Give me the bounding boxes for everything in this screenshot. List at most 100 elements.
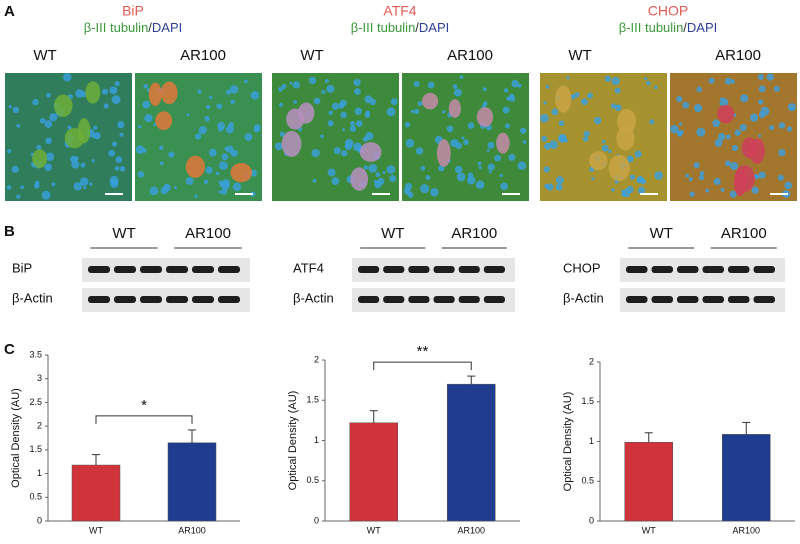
cell-body <box>148 82 162 106</box>
y-tick-label: 0 <box>37 515 42 525</box>
y-tick-label: 0.5 <box>29 492 42 502</box>
nucleus <box>279 131 285 137</box>
nucleus <box>197 89 202 94</box>
nucleus <box>564 138 568 143</box>
nucleus <box>203 179 209 185</box>
nucleus <box>696 86 703 93</box>
nucleus <box>734 129 741 136</box>
nucleus <box>198 126 207 135</box>
nucleus <box>463 139 469 146</box>
band <box>702 296 724 303</box>
stain-part: / <box>415 20 419 35</box>
nucleus <box>720 187 725 192</box>
band <box>166 296 188 303</box>
nucleus <box>610 103 617 109</box>
nucleus <box>678 122 683 126</box>
panel-label: A <box>4 3 15 20</box>
nucleus <box>111 141 118 147</box>
band <box>483 296 505 303</box>
nucleus <box>274 142 283 151</box>
nucleus <box>696 127 706 137</box>
nucleus <box>45 152 55 162</box>
nucleus <box>93 125 98 130</box>
bar <box>624 442 673 522</box>
cell-body <box>350 167 369 191</box>
stain-label: β-III tubulin/DAPI <box>351 20 450 35</box>
nucleus <box>91 159 95 163</box>
nucleus <box>405 138 415 148</box>
nucleus <box>494 154 502 162</box>
nucleus <box>611 188 615 192</box>
nucleus <box>502 106 510 114</box>
nucleus <box>205 104 211 110</box>
nucleus <box>689 191 695 197</box>
nucleus <box>649 119 655 125</box>
nucleus <box>208 95 213 100</box>
nucleus <box>324 78 329 84</box>
band <box>383 296 405 303</box>
nucleus <box>194 133 202 140</box>
band <box>677 296 699 303</box>
nucleus <box>67 125 72 130</box>
nucleus <box>93 132 101 140</box>
nucleus <box>73 156 79 161</box>
nucleus <box>326 84 335 93</box>
nucleus <box>758 134 762 138</box>
nucleus <box>220 188 228 195</box>
group-label: AR100 <box>715 47 761 64</box>
micrograph <box>402 73 529 201</box>
y-axis-label: Optical Density (AU) <box>287 391 299 491</box>
cell-body <box>741 137 757 159</box>
nucleus <box>725 134 731 140</box>
band <box>677 266 699 273</box>
stain-part: DAPI <box>419 20 449 35</box>
nucleus <box>640 178 647 185</box>
nucleus <box>566 76 570 80</box>
group-label: WT <box>33 47 56 64</box>
nucleus <box>71 160 80 169</box>
nucleus <box>478 166 482 170</box>
band <box>483 266 505 273</box>
band <box>651 296 673 303</box>
band <box>458 266 480 273</box>
nucleus <box>80 162 86 168</box>
group-label: WT <box>650 225 673 242</box>
nucleus <box>555 176 564 185</box>
stain-part: β-III tubulin <box>619 20 684 35</box>
nucleus <box>583 130 590 137</box>
cell-body <box>422 92 439 110</box>
nucleus <box>313 97 321 105</box>
nucleus <box>688 177 693 182</box>
band <box>408 296 430 303</box>
nucleus <box>39 117 46 124</box>
nucleus <box>634 150 642 158</box>
nucleus <box>682 101 690 109</box>
band <box>218 296 240 303</box>
nucleus <box>758 99 764 105</box>
cell-body <box>555 85 572 113</box>
y-tick-label: 1.5 <box>581 396 594 406</box>
y-axis-label: Optical Density (AU) <box>10 388 22 488</box>
nucleus <box>467 122 475 129</box>
nucleus <box>230 149 238 157</box>
nucleus <box>6 185 12 190</box>
nucleus <box>89 182 93 186</box>
nucleus <box>35 180 40 186</box>
nucleus <box>461 136 465 140</box>
nucleus <box>739 124 747 132</box>
nucleus <box>218 190 222 194</box>
band <box>383 266 405 273</box>
nucleus <box>601 139 606 144</box>
band <box>651 266 673 273</box>
band <box>166 266 188 273</box>
x-tick-label: AR100 <box>732 525 760 535</box>
nucleus <box>253 126 260 133</box>
nucleus <box>699 170 705 176</box>
band <box>358 296 380 303</box>
nucleus <box>356 120 363 127</box>
nucleus <box>225 125 234 134</box>
nucleus <box>225 89 231 95</box>
nucleus <box>331 177 340 185</box>
band <box>88 296 110 303</box>
significance-bracket <box>95 415 193 424</box>
